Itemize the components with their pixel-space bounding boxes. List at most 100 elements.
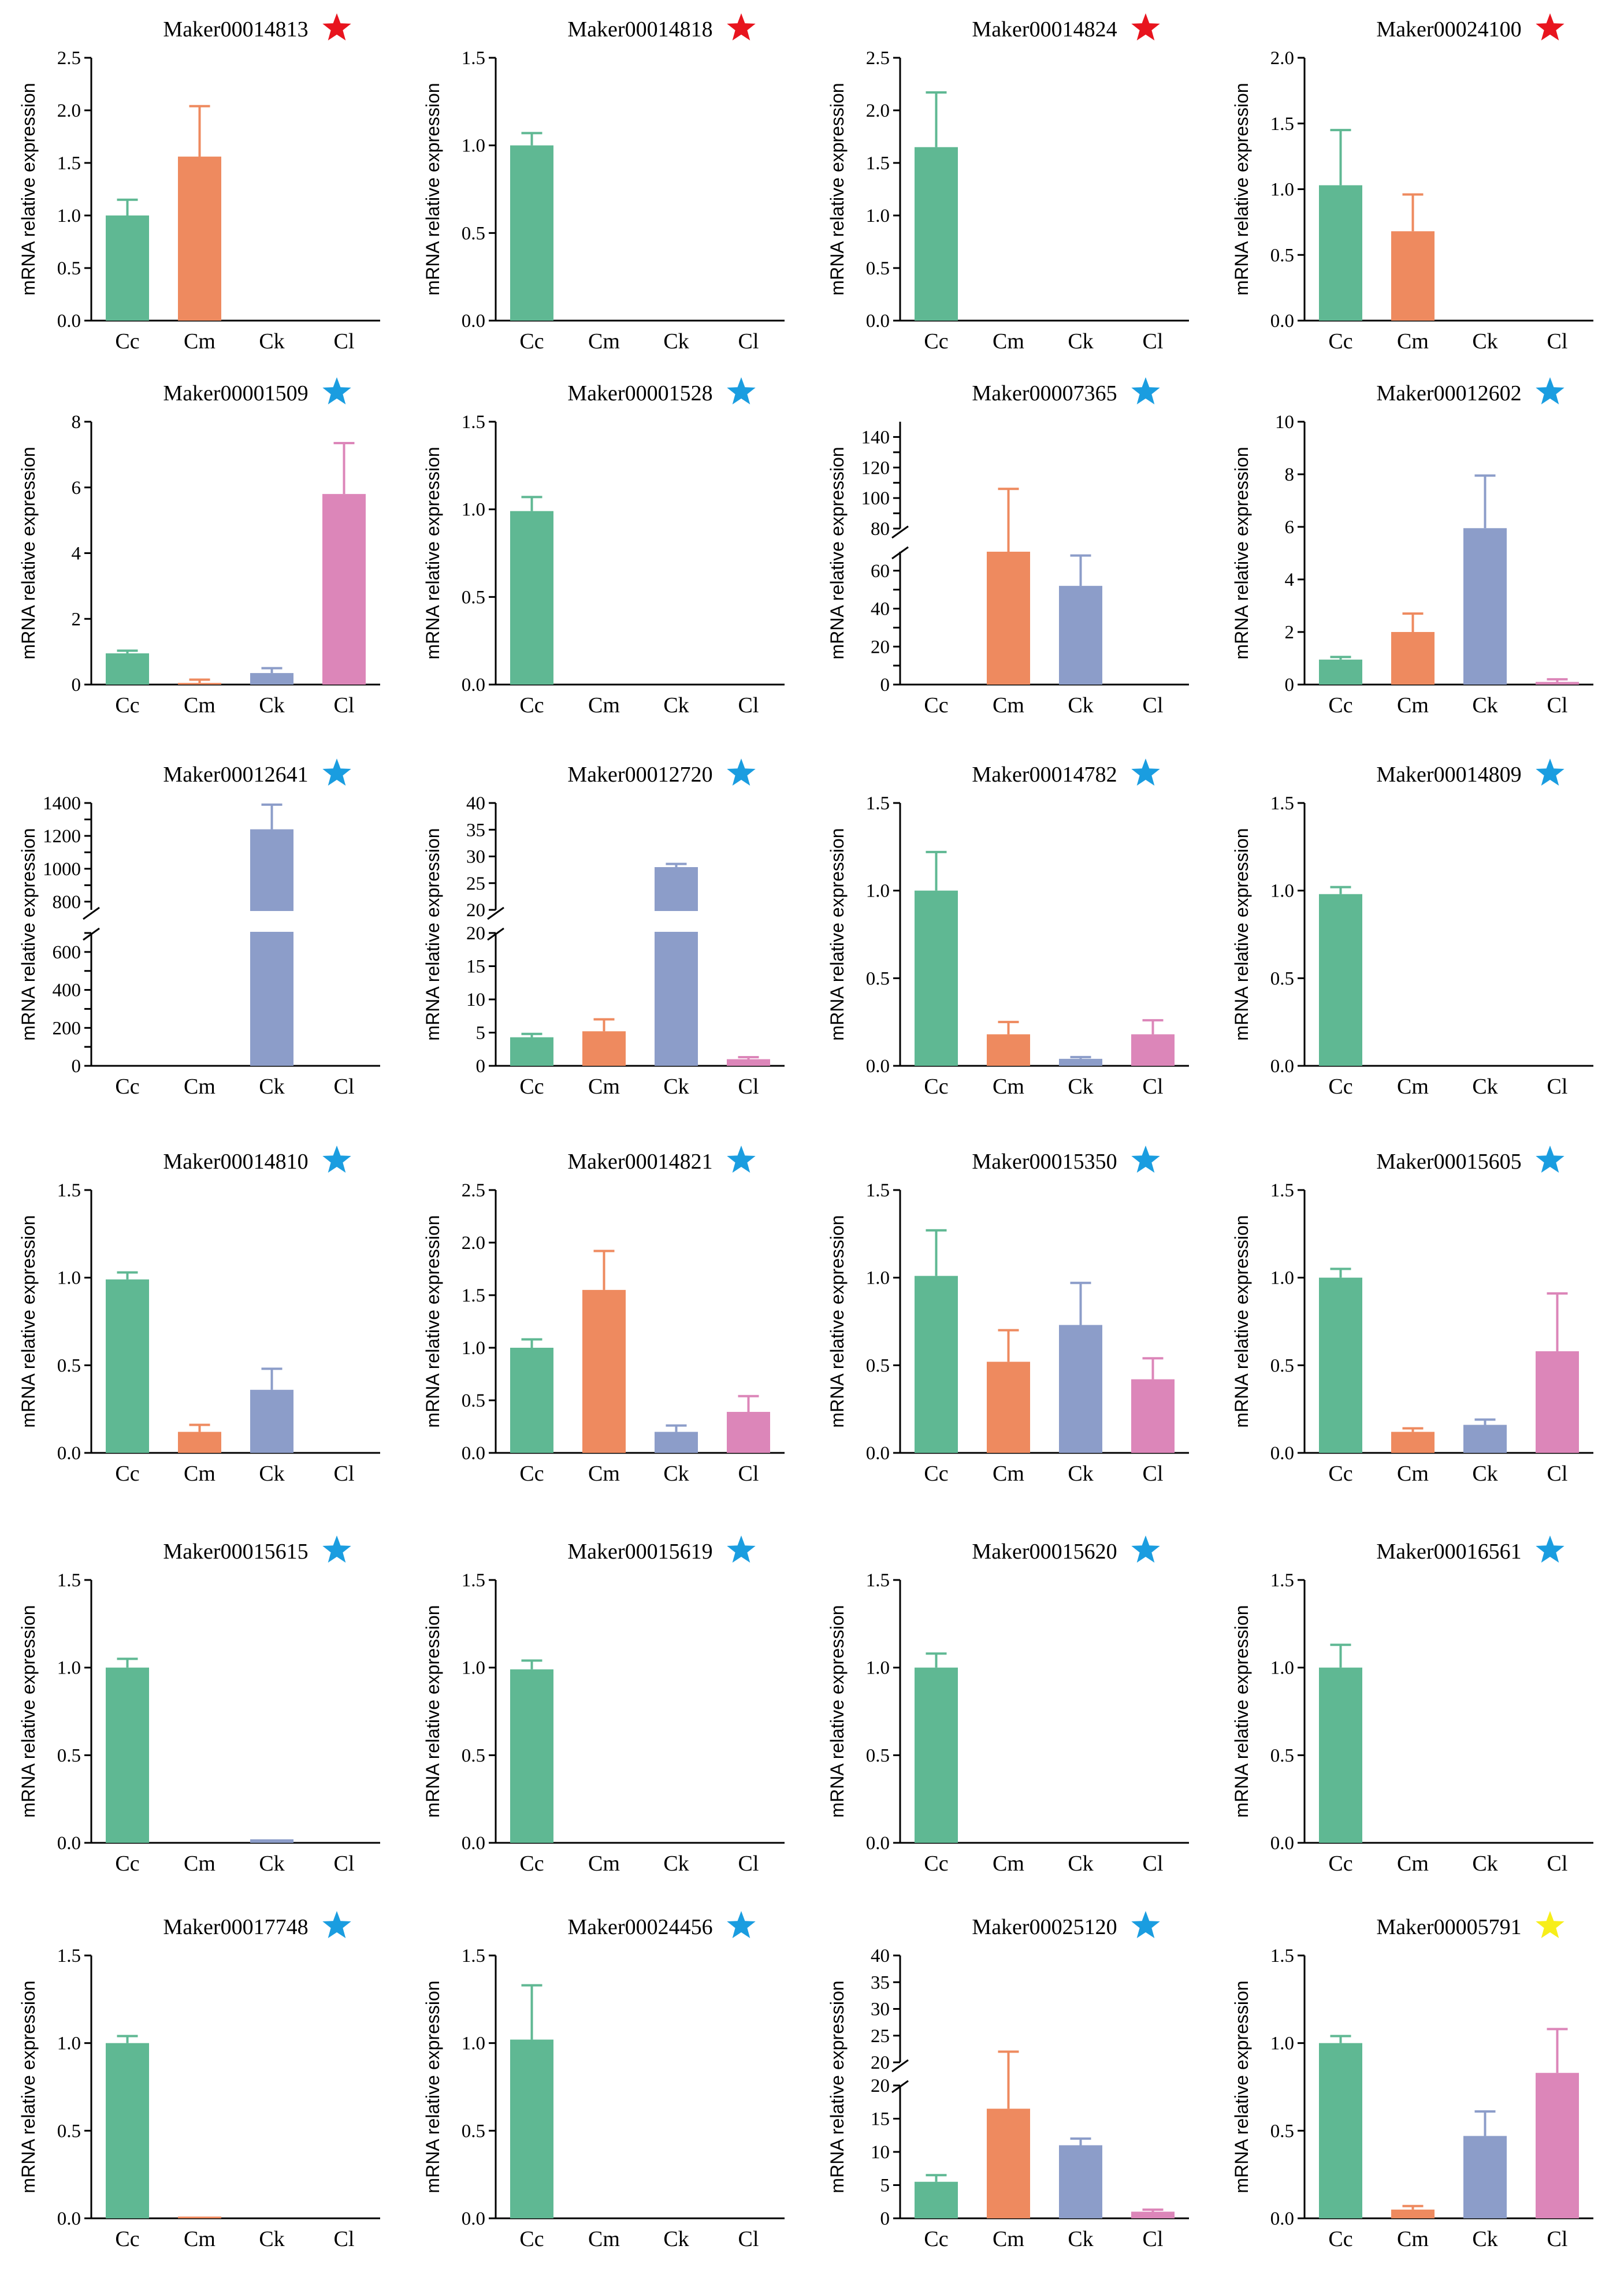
bar-cc — [106, 653, 149, 685]
y-axis-label: mRNA relative expression — [422, 1605, 443, 1817]
bar-cl — [727, 1412, 770, 1453]
y-axis-label: mRNA relative expression — [18, 447, 39, 659]
y-tick-label: 1.0 — [1270, 1658, 1294, 1679]
x-tick-label: Cl — [1143, 2227, 1164, 2251]
x-tick-label: Cc — [519, 1075, 544, 1099]
y-tick-label: 1.0 — [462, 1658, 485, 1679]
y-tick-label: 8 — [72, 412, 81, 433]
x-tick-label: Cm — [993, 2227, 1024, 2251]
bar-break-gap — [654, 911, 698, 932]
x-tick-label: Cm — [184, 1075, 215, 1099]
chart-panel: Maker00014818 mRNA relative expression 0.0… — [422, 13, 785, 354]
bar-cl — [1131, 1034, 1175, 1066]
x-tick-label: Cm — [1397, 1075, 1429, 1099]
y-tick-label: 1.5 — [462, 48, 485, 69]
x-tick-label: Cl — [738, 1075, 759, 1099]
bar-cl — [1536, 682, 1579, 685]
blue-star-icon — [1536, 1146, 1564, 1173]
bar-ck — [1059, 2145, 1102, 2218]
bar-cl — [1131, 1379, 1175, 1453]
chart-title: Maker00014782 — [972, 763, 1117, 787]
x-tick-label: Cm — [1397, 2227, 1429, 2251]
x-tick-label: Cc — [924, 1075, 948, 1099]
x-tick-label: Cl — [334, 1075, 355, 1099]
x-tick-label: Cc — [1328, 2227, 1352, 2251]
y-tick-label: 1.5 — [462, 1946, 485, 1966]
y-tick-label: 1400 — [43, 793, 81, 814]
y-tick-label: 15 — [466, 957, 485, 977]
axis-break-mark — [891, 2059, 909, 2094]
chart-title: Maker00015605 — [1376, 1150, 1521, 1174]
x-tick-label: Cl — [1547, 2227, 1568, 2251]
x-tick-label: Cm — [993, 1851, 1024, 1876]
y-tick-label: 2.5 — [462, 1180, 485, 1201]
chart-panel: Maker00012720 mRNA relative expression 0 5 1… — [422, 759, 785, 1099]
chart-panel: Maker00007365 mRNA relative expression 0 20… — [827, 377, 1189, 717]
x-tick-label: Cm — [993, 693, 1024, 717]
bar-cc — [106, 1279, 149, 1453]
y-tick-label: 4 — [72, 544, 81, 564]
bar-cm — [178, 157, 221, 321]
y-tick-label: 2 — [72, 609, 81, 630]
bar-ck — [250, 1389, 293, 1453]
x-tick-label: Cm — [993, 1462, 1024, 1486]
bar-ck — [1463, 528, 1507, 685]
y-tick-label: 120 — [861, 458, 890, 478]
blue-star-icon — [1536, 759, 1564, 786]
blue-star-icon — [727, 1911, 756, 1938]
chart-panel: Maker00005791 mRNA relative expression 0.0… — [1231, 1911, 1593, 2251]
x-tick-label: Ck — [259, 693, 284, 717]
y-tick-label: 0.0 — [462, 2209, 485, 2229]
bar-cm — [1391, 231, 1435, 321]
x-tick-label: Cm — [1397, 693, 1429, 717]
y-tick-label: 2.0 — [462, 1233, 485, 1254]
bar-cc — [1319, 1277, 1362, 1453]
y-tick-label: 2.0 — [1270, 48, 1294, 69]
blue-star-icon — [1536, 377, 1564, 404]
chart-panel: Maker00014824 mRNA relative expression 0.0… — [827, 13, 1189, 354]
x-tick-label: Cm — [184, 1851, 215, 1876]
chart-title: Maker00014818 — [567, 17, 712, 42]
x-tick-label: Cm — [1397, 1851, 1429, 1876]
x-tick-label: Ck — [663, 1851, 689, 1876]
y-tick-label: 1.0 — [57, 206, 81, 226]
x-tick-label: Cm — [184, 693, 215, 717]
x-tick-label: Cl — [334, 329, 355, 354]
bar-cm — [178, 2216, 221, 2218]
red-star-icon — [1131, 13, 1160, 40]
x-tick-label: Ck — [663, 2227, 689, 2251]
x-tick-label: Cl — [1547, 1075, 1568, 1099]
chart-panel: Maker00012641 mRNA relative expression 0 20… — [18, 759, 380, 1099]
x-tick-label: Ck — [1068, 1075, 1093, 1099]
y-tick-label: 1.0 — [1270, 180, 1294, 200]
x-tick-label: Cc — [115, 1462, 139, 1486]
x-tick-label: Cm — [588, 1851, 620, 1876]
chart-panel: Maker00015605 mRNA relative expression 0.0… — [1231, 1146, 1593, 1486]
x-tick-label: Cc — [115, 329, 139, 354]
bar-ck — [655, 867, 698, 1066]
blue-star-icon — [1131, 1146, 1160, 1173]
y-tick-label: 0.0 — [1270, 1443, 1294, 1464]
chart-title: Maker00017748 — [163, 1915, 308, 1939]
x-tick-label: Cl — [738, 1851, 759, 1876]
y-tick-label: 5 — [880, 2176, 890, 2196]
bar-cm — [178, 1432, 221, 1453]
y-tick-label: 35 — [871, 1972, 890, 1993]
y-tick-label: 20 — [466, 900, 485, 921]
x-tick-label: Cc — [1328, 693, 1352, 717]
x-tick-label: Cl — [1547, 693, 1568, 717]
bar-cm — [1391, 1432, 1435, 1453]
x-tick-label: Cc — [115, 693, 139, 717]
chart-title: Maker00014813 — [163, 17, 308, 42]
y-axis-label: mRNA relative expression — [18, 83, 39, 295]
y-tick-label: 25 — [871, 2026, 890, 2047]
y-tick-label: 30 — [466, 847, 485, 868]
blue-star-icon — [322, 1146, 351, 1173]
y-tick-label: 200 — [53, 1018, 81, 1039]
y-tick-label: 20 — [871, 2076, 890, 2096]
chart-panel: Maker00015350 mRNA relative expression 0.0… — [827, 1146, 1189, 1486]
x-tick-label: Cl — [1547, 329, 1568, 354]
x-tick-label: Ck — [1472, 1851, 1497, 1876]
y-axis-label: mRNA relative expression — [18, 828, 39, 1040]
bar-ck — [1463, 2136, 1507, 2218]
